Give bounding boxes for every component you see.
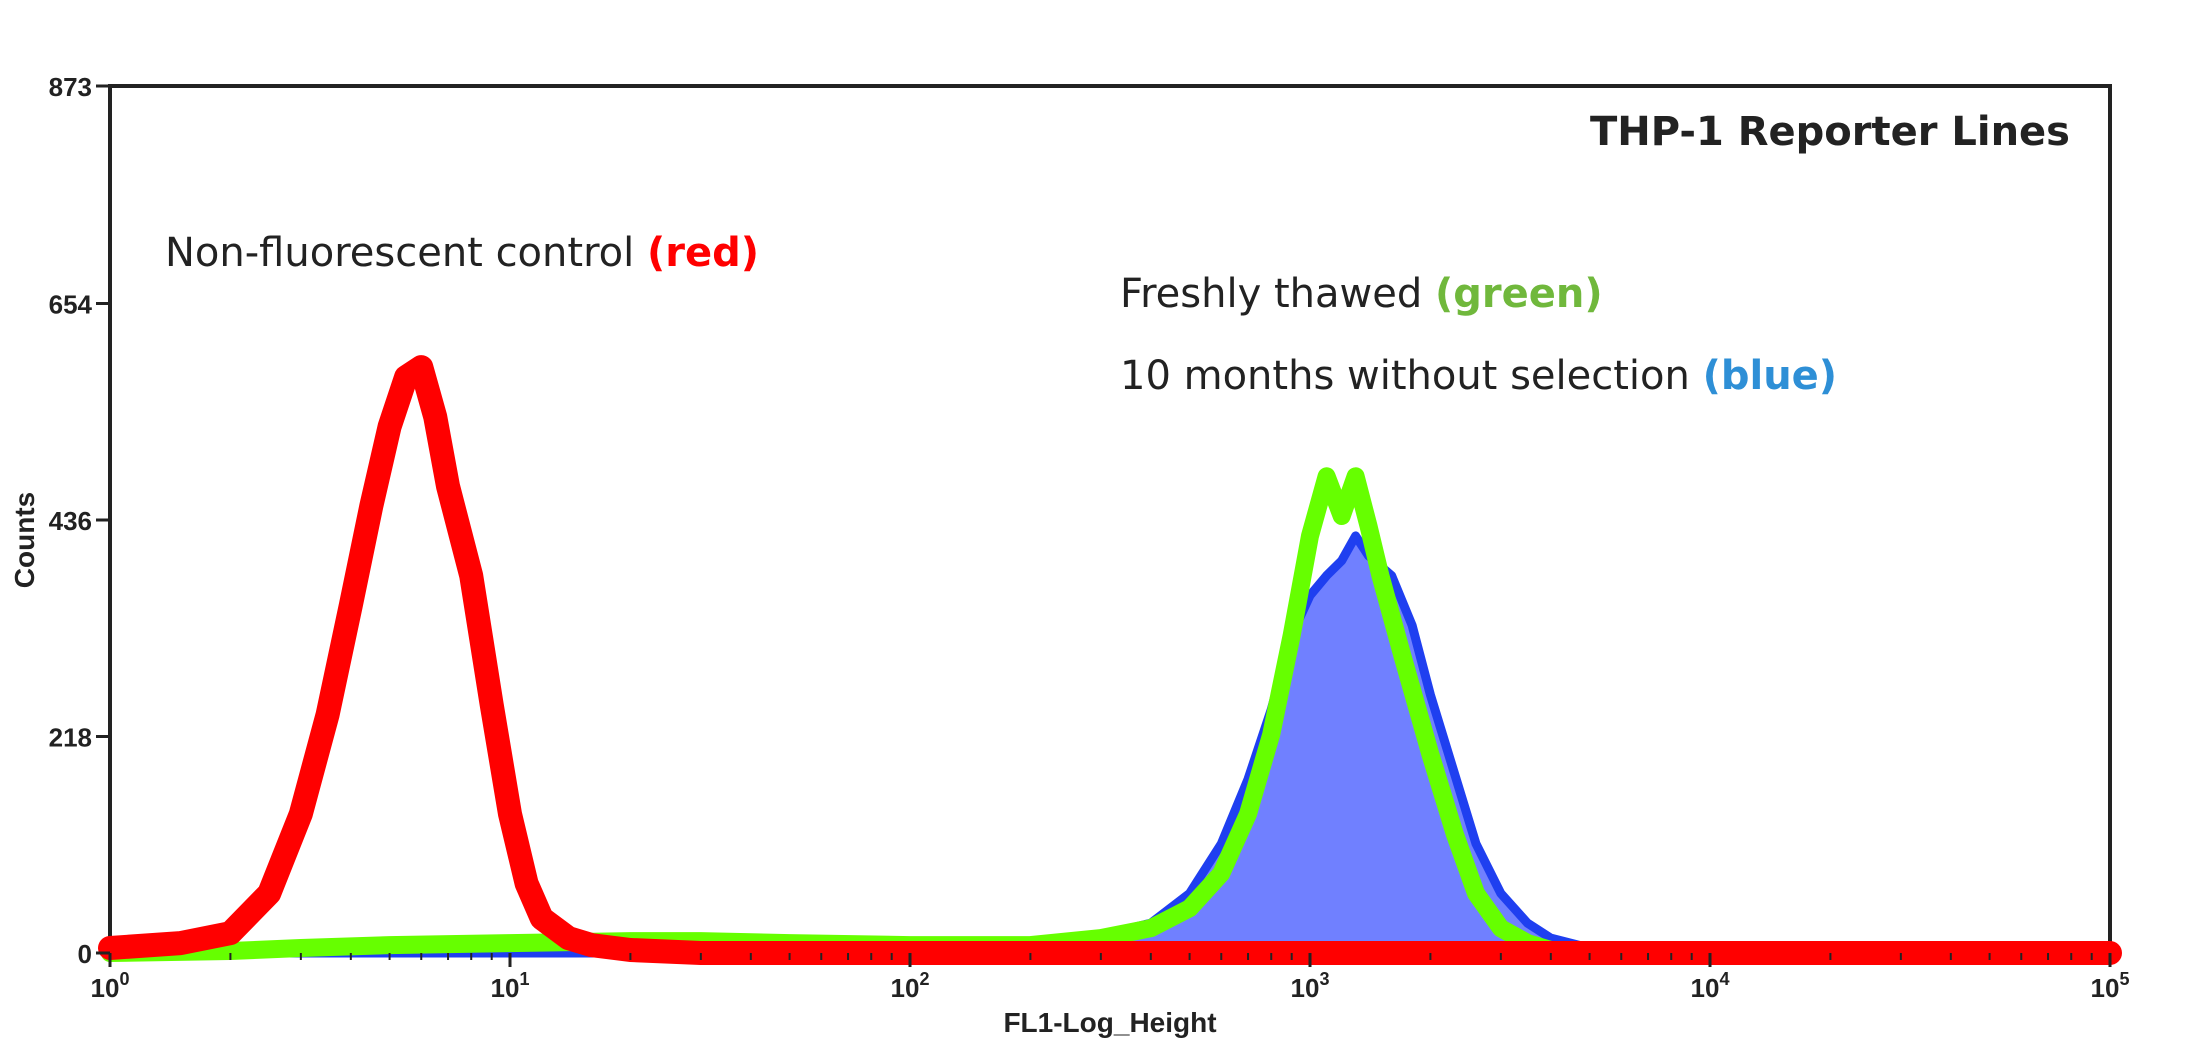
legend-red-label: (red) — [647, 230, 759, 276]
y-tick-label: 436 — [49, 506, 92, 536]
x-tick-label: 105 — [2091, 969, 2130, 1003]
legend-blue: 10 months without selection (blue) — [1120, 353, 1837, 399]
x-tick-label: 100 — [91, 969, 130, 1003]
legend-red: Non-fluorescent control (red) — [165, 230, 759, 276]
legend-green-label: (green) — [1435, 271, 1603, 317]
series-blue-area — [105, 531, 2115, 958]
legend-green: Freshly thawed (green) — [1120, 271, 1603, 317]
plot-frame — [108, 84, 2112, 955]
legend-green-text: Freshly thawed — [1120, 271, 1435, 317]
y-axis-label: Counts — [9, 492, 40, 588]
legend-blue-text: 10 months without selection — [1120, 353, 1703, 399]
ticks-layer: 0 218 436 654 873 100 101 102 103 104 105 — [49, 72, 2130, 1003]
y-tick-label: 873 — [49, 72, 92, 102]
chart-title: THP-1 Reporter Lines — [1590, 109, 2070, 155]
y-tick-label: 654 — [49, 289, 93, 319]
series-layer — [98, 355, 2122, 965]
x-tick-label: 103 — [1291, 969, 1330, 1003]
x-tick-label: 101 — [491, 969, 530, 1003]
legend-blue-label: (blue) — [1703, 353, 1838, 399]
series-red-line — [98, 355, 2122, 965]
x-tick-label: 102 — [891, 969, 930, 1003]
series-green-line — [101, 467, 2119, 962]
legend-red-text: Non-fluorescent control — [165, 230, 647, 276]
y-tick-label: 0 — [78, 939, 92, 969]
x-tick-label: 104 — [1691, 969, 1730, 1003]
x-axis-label: FL1-Log_Height — [1003, 1007, 1216, 1038]
y-tick-label: 218 — [49, 722, 92, 752]
